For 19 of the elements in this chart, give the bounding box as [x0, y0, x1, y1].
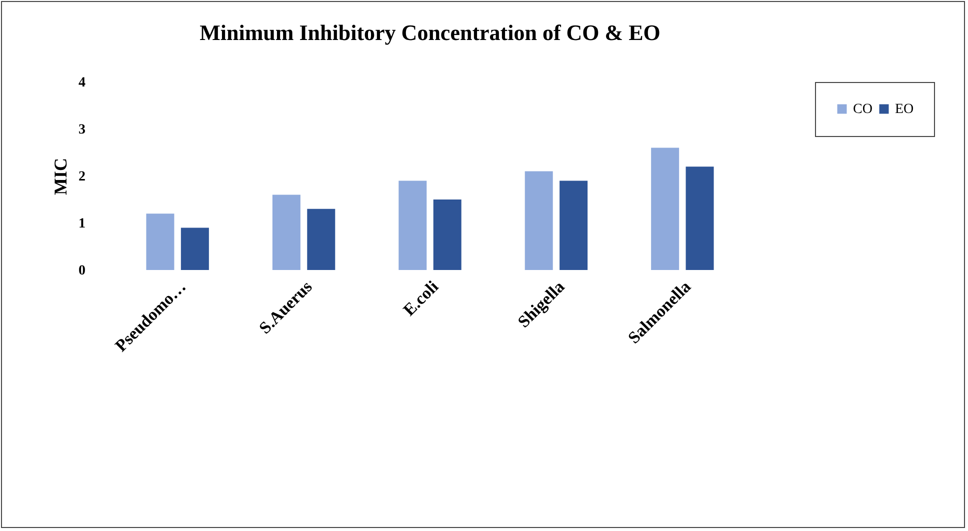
bar	[146, 214, 174, 270]
bar	[307, 208, 336, 270]
bar	[180, 228, 209, 270]
legend-label: EO	[895, 102, 914, 117]
bar	[524, 171, 553, 270]
legend-label: CO	[853, 102, 872, 117]
bar	[651, 148, 680, 270]
y-tick-label: 1	[78, 216, 86, 232]
bar	[686, 166, 714, 270]
y-tick-label: 0	[78, 264, 86, 278]
y-tick-label: 2	[78, 170, 86, 184]
bar	[433, 200, 462, 270]
y-tick-label: 4	[78, 76, 86, 90]
bar	[272, 194, 300, 270]
y-axis-title: MIC	[50, 158, 70, 195]
bar	[560, 180, 588, 270]
bar	[398, 180, 427, 270]
chart-title: Minimum Inhibitory Concentration of CO & EO	[200, 20, 660, 45]
y-tick-label: 3	[78, 122, 86, 138]
